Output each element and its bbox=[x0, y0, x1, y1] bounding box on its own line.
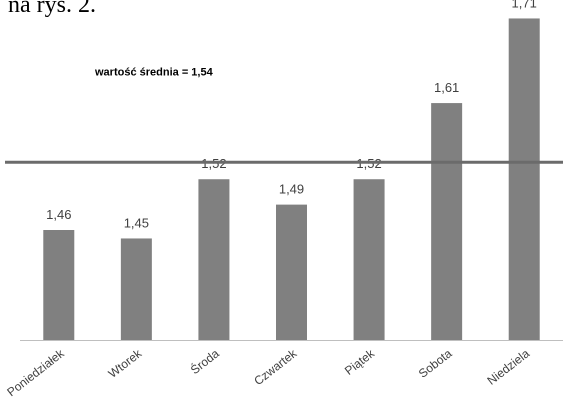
category-label-3: Czwartek bbox=[251, 346, 300, 388]
value-label-0: 1,46 bbox=[46, 207, 71, 222]
bar-0 bbox=[43, 230, 75, 340]
category-label-4: Piątek bbox=[342, 346, 378, 378]
value-labels-group: 1,461,451,521,491,521,611,71 bbox=[46, 0, 537, 230]
category-label-1: Wtorek bbox=[106, 346, 145, 381]
bar-5 bbox=[431, 103, 463, 340]
bar-2 bbox=[198, 179, 230, 340]
category-label-5: Sobota bbox=[416, 346, 455, 381]
value-label-3: 1,49 bbox=[279, 182, 304, 197]
page-heading-fragment: na rys. 2. bbox=[8, 0, 96, 18]
mean-annotation: wartość średnia = 1,54 bbox=[94, 66, 214, 78]
bar-6 bbox=[508, 18, 540, 340]
bars-group bbox=[43, 18, 540, 340]
category-label-0: Poniedziałek bbox=[4, 346, 67, 400]
bar-3 bbox=[276, 204, 307, 340]
category-label-6: Niedziela bbox=[485, 346, 533, 388]
category-labels-group: Poniedziałek Wtorek Środa Czwartek Piątek Sob… bbox=[4, 345, 532, 399]
bar-1 bbox=[120, 238, 152, 340]
value-label-6: 1,71 bbox=[512, 0, 537, 10]
bar-4 bbox=[353, 179, 385, 340]
value-label-5: 1,61 bbox=[434, 80, 459, 95]
category-label-2: Środa bbox=[187, 345, 222, 377]
value-label-1: 1,45 bbox=[124, 215, 149, 230]
